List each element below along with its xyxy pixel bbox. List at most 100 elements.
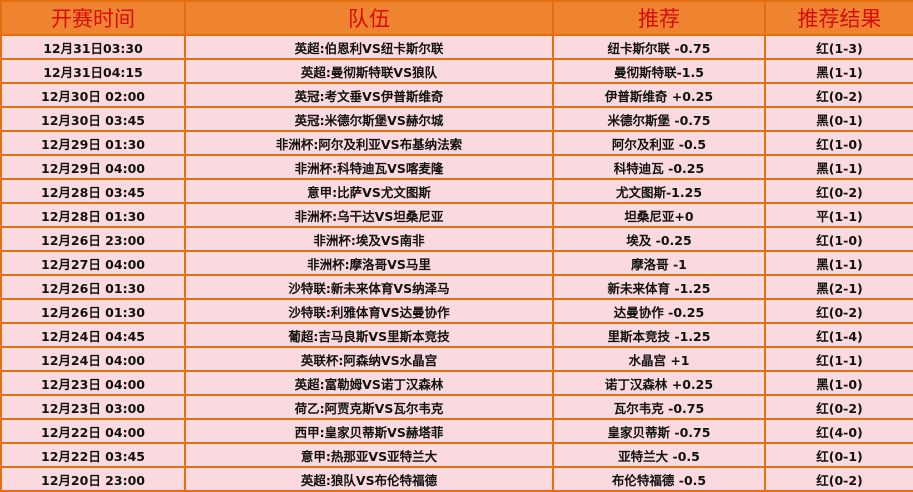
match-result: 红(1-4) bbox=[764, 322, 913, 348]
match-result: 红(0-2) bbox=[764, 82, 913, 108]
match-teams: 英超:富勒姆VS诺丁汉森林 bbox=[184, 370, 554, 396]
match-pick: 水晶宫 +1 bbox=[552, 346, 766, 372]
match-pick: 尤文图斯-1.25 bbox=[552, 178, 766, 204]
match-teams: 意甲:比萨VS尤文图斯 bbox=[184, 178, 554, 204]
match-pick: 瓦尔韦克 -0.75 bbox=[552, 394, 766, 420]
table-row: 12月26日 01:30 沙特联:新未来体育VS纳泽马 新未来体育 -1.25 黑(2… bbox=[0, 274, 913, 300]
match-pick: 达曼协作 -0.25 bbox=[552, 298, 766, 324]
table-row: 12月28日 01:30 非洲杯:乌干达VS坦桑尼亚 坦桑尼亚+0 平(1-1) bbox=[0, 202, 913, 228]
match-pick: 新未来体育 -1.25 bbox=[552, 274, 766, 300]
table-row: 12月28日 03:45 意甲:比萨VS尤文图斯 尤文图斯-1.25 红(0-2) bbox=[0, 178, 913, 204]
match-time: 12月29日 01:30 bbox=[0, 130, 186, 156]
match-result: 黑(1-0) bbox=[764, 370, 913, 396]
match-time: 12月26日 23:00 bbox=[0, 226, 186, 252]
match-result: 平(1-1) bbox=[764, 202, 913, 228]
match-time: 12月27日 04:00 bbox=[0, 250, 186, 276]
match-pick: 诺丁汉森林 +0.25 bbox=[552, 370, 766, 396]
match-result: 红(1-3) bbox=[764, 34, 913, 60]
match-teams: 沙特联:新未来体育VS纳泽马 bbox=[184, 274, 554, 300]
match-result: 黑(2-1) bbox=[764, 274, 913, 300]
match-teams: 非洲杯:科特迪瓦VS喀麦隆 bbox=[184, 154, 554, 180]
match-time: 12月24日 04:00 bbox=[0, 346, 186, 372]
match-pick: 纽卡斯尔联 -0.75 bbox=[552, 34, 766, 60]
match-teams: 英超:狼队VS布伦特福德 bbox=[184, 466, 554, 492]
match-teams: 非洲杯:阿尔及利亚VS布基纳法索 bbox=[184, 130, 554, 156]
match-result: 红(1-0) bbox=[764, 226, 913, 252]
match-time: 12月31日04:15 bbox=[0, 58, 186, 84]
match-result: 黑(1-1) bbox=[764, 58, 913, 84]
match-time: 12月23日 04:00 bbox=[0, 370, 186, 396]
match-pick: 摩洛哥 -1 bbox=[552, 250, 766, 276]
table-row: 12月31日04:15 英超:曼彻斯特联VS狼队 曼彻斯特联-1.5 黑(1-1) bbox=[0, 58, 913, 84]
match-result: 红(0-2) bbox=[764, 178, 913, 204]
table-row: 12月22日 03:45 意甲:热那亚VS亚特兰大 亚特兰大 -0.5 红(0-1) bbox=[0, 442, 913, 468]
match-time: 12月22日 04:00 bbox=[0, 418, 186, 444]
table-row: 12月29日 01:30 非洲杯:阿尔及利亚VS布基纳法索 阿尔及利亚 -0.5 红(… bbox=[0, 130, 913, 156]
match-time: 12月28日 01:30 bbox=[0, 202, 186, 228]
match-pick: 埃及 -0.25 bbox=[552, 226, 766, 252]
header-row: 开赛时间 队伍 推荐 推荐结果 bbox=[0, 0, 913, 36]
match-time: 12月26日 01:30 bbox=[0, 274, 186, 300]
header-pick: 推荐 bbox=[552, 0, 766, 36]
table-row: 12月22日 04:00 西甲:皇家贝蒂斯VS赫塔菲 皇家贝蒂斯 -0.75 红(4-… bbox=[0, 418, 913, 444]
match-result: 红(0-2) bbox=[764, 466, 913, 492]
table-row: 12月29日 04:00 非洲杯:科特迪瓦VS喀麦隆 科特迪瓦 -0.25 黑(1-1… bbox=[0, 154, 913, 180]
match-result: 黑(1-1) bbox=[764, 250, 913, 276]
table-row: 12月20日 23:00 英超:狼队VS布伦特福德 布伦特福德 -0.5 红(0-2) bbox=[0, 466, 913, 492]
match-pick: 米德尔斯堡 -0.75 bbox=[552, 106, 766, 132]
match-teams: 葡超:吉马良斯VS里斯本竞技 bbox=[184, 322, 554, 348]
match-time: 12月22日 03:45 bbox=[0, 442, 186, 468]
table-row: 12月26日 23:00 非洲杯:埃及VS南非 埃及 -0.25 红(1-0) bbox=[0, 226, 913, 252]
table-row: 12月30日 03:45 英冠:米德尔斯堡VS赫尔城 米德尔斯堡 -0.75 黑(0-… bbox=[0, 106, 913, 132]
match-time: 12月30日 02:00 bbox=[0, 82, 186, 108]
match-time: 12月20日 23:00 bbox=[0, 466, 186, 492]
match-teams: 沙特联:利雅体育VS达曼协作 bbox=[184, 298, 554, 324]
match-time: 12月24日 04:45 bbox=[0, 322, 186, 348]
table-row: 12月23日 04:00 英超:富勒姆VS诺丁汉森林 诺丁汉森林 +0.25 黑(1-… bbox=[0, 370, 913, 396]
match-result: 黑(1-1) bbox=[764, 154, 913, 180]
match-teams: 西甲:皇家贝蒂斯VS赫塔菲 bbox=[184, 418, 554, 444]
match-pick: 阿尔及利亚 -0.5 bbox=[552, 130, 766, 156]
match-pick: 伊普斯维奇 +0.25 bbox=[552, 82, 766, 108]
match-time: 12月29日 04:00 bbox=[0, 154, 186, 180]
match-teams: 英冠:米德尔斯堡VS赫尔城 bbox=[184, 106, 554, 132]
match-time: 12月31日03:30 bbox=[0, 34, 186, 60]
match-result: 红(1-1) bbox=[764, 346, 913, 372]
match-time: 12月26日 01:30 bbox=[0, 298, 186, 324]
match-result: 红(0-2) bbox=[764, 298, 913, 324]
match-pick: 曼彻斯特联-1.5 bbox=[552, 58, 766, 84]
match-teams: 非洲杯:摩洛哥VS马里 bbox=[184, 250, 554, 276]
match-teams: 非洲杯:埃及VS南非 bbox=[184, 226, 554, 252]
match-teams: 英超:伯恩利VS纽卡斯尔联 bbox=[184, 34, 554, 60]
match-pick: 科特迪瓦 -0.25 bbox=[552, 154, 766, 180]
match-time: 12月28日 03:45 bbox=[0, 178, 186, 204]
header-teams: 队伍 bbox=[184, 0, 554, 36]
table-row: 12月30日 02:00 英冠:考文垂VS伊普斯维奇 伊普斯维奇 +0.25 红(0-… bbox=[0, 82, 913, 108]
table-row: 12月27日 04:00 非洲杯:摩洛哥VS马里 摩洛哥 -1 黑(1-1) bbox=[0, 250, 913, 276]
table-row: 12月31日03:30 英超:伯恩利VS纽卡斯尔联 纽卡斯尔联 -0.75 红(1-3… bbox=[0, 34, 913, 60]
match-result: 红(0-1) bbox=[764, 442, 913, 468]
match-teams: 意甲:热那亚VS亚特兰大 bbox=[184, 442, 554, 468]
match-teams: 英冠:考文垂VS伊普斯维奇 bbox=[184, 82, 554, 108]
match-pick: 布伦特福德 -0.5 bbox=[552, 466, 766, 492]
table-row: 12月24日 04:00 英联杯:阿森纳VS水晶宫 水晶宫 +1 红(1-1) bbox=[0, 346, 913, 372]
table-row: 12月24日 04:45 葡超:吉马良斯VS里斯本竞技 里斯本竞技 -1.25 红(1… bbox=[0, 322, 913, 348]
match-teams: 荷乙:阿贾克斯VS瓦尔韦克 bbox=[184, 394, 554, 420]
match-time: 12月30日 03:45 bbox=[0, 106, 186, 132]
match-result: 红(4-0) bbox=[764, 418, 913, 444]
match-teams: 非洲杯:乌干达VS坦桑尼亚 bbox=[184, 202, 554, 228]
match-teams: 英联杯:阿森纳VS水晶宫 bbox=[184, 346, 554, 372]
match-result: 红(1-0) bbox=[764, 130, 913, 156]
match-result: 黑(0-1) bbox=[764, 106, 913, 132]
table-row: 12月26日 01:30 沙特联:利雅体育VS达曼协作 达曼协作 -0.25 红(0-… bbox=[0, 298, 913, 324]
table-row: 12月23日 03:00 荷乙:阿贾克斯VS瓦尔韦克 瓦尔韦克 -0.75 红(0-2… bbox=[0, 394, 913, 420]
match-pick: 亚特兰大 -0.5 bbox=[552, 442, 766, 468]
match-pick: 里斯本竞技 -1.25 bbox=[552, 322, 766, 348]
match-teams: 英超:曼彻斯特联VS狼队 bbox=[184, 58, 554, 84]
match-time: 12月23日 03:00 bbox=[0, 394, 186, 420]
header-time: 开赛时间 bbox=[0, 0, 186, 36]
header-result: 推荐结果 bbox=[764, 0, 913, 36]
match-pick: 坦桑尼亚+0 bbox=[552, 202, 766, 228]
match-result: 红(0-2) bbox=[764, 394, 913, 420]
